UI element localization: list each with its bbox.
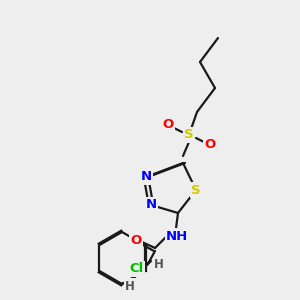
Text: S: S bbox=[184, 128, 194, 142]
Text: NH: NH bbox=[166, 230, 188, 242]
Text: S: S bbox=[191, 184, 201, 196]
Text: N: N bbox=[140, 170, 152, 184]
Text: Cl: Cl bbox=[129, 262, 144, 275]
Text: H: H bbox=[154, 259, 164, 272]
Text: O: O bbox=[204, 139, 216, 152]
Text: O: O bbox=[162, 118, 174, 131]
Text: O: O bbox=[130, 233, 142, 247]
Text: N: N bbox=[146, 199, 157, 212]
Text: H: H bbox=[125, 280, 135, 292]
